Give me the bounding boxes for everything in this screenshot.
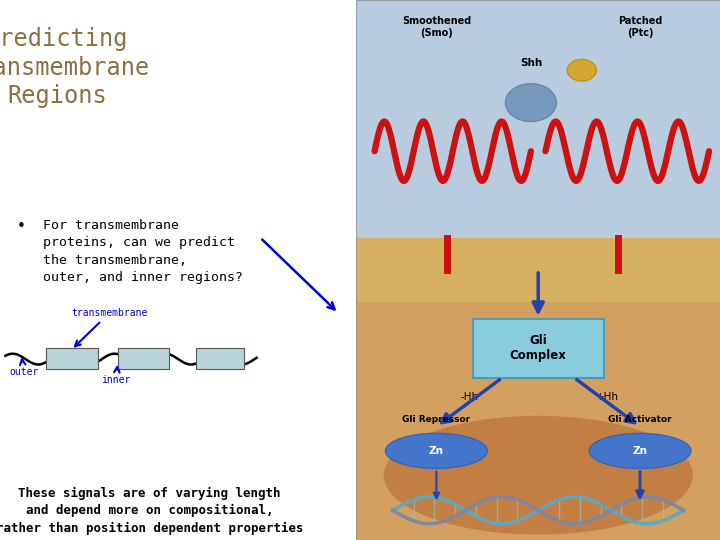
Text: +Hh: +Hh bbox=[595, 392, 618, 402]
Text: Gli Activator: Gli Activator bbox=[608, 415, 672, 424]
Bar bbox=[473, 319, 603, 378]
Text: Gli Repressor: Gli Repressor bbox=[402, 415, 470, 424]
Ellipse shape bbox=[385, 433, 487, 468]
Bar bbox=[196, 348, 244, 369]
Text: These signals are of varying length
and depend more on compositional,
rather tha: These signals are of varying length and … bbox=[0, 487, 303, 535]
Text: Smoothened
(Smo): Smoothened (Smo) bbox=[402, 16, 471, 38]
Ellipse shape bbox=[505, 84, 557, 122]
Text: Shh: Shh bbox=[520, 57, 542, 68]
Text: inner: inner bbox=[102, 367, 131, 386]
Text: •: • bbox=[17, 219, 26, 234]
Bar bbox=[356, 238, 720, 302]
Text: Zn: Zn bbox=[632, 446, 647, 456]
Text: Patched
(Ptc): Patched (Ptc) bbox=[618, 16, 662, 38]
Text: outer: outer bbox=[9, 359, 38, 377]
Bar bbox=[356, 0, 720, 297]
Ellipse shape bbox=[567, 59, 596, 81]
Bar bbox=[356, 302, 720, 540]
Ellipse shape bbox=[589, 433, 691, 468]
Text: Gli
Complex: Gli Complex bbox=[510, 334, 567, 362]
Text: Predicting
Transmembrane
Regions: Predicting Transmembrane Regions bbox=[0, 27, 150, 109]
Text: transmembrane: transmembrane bbox=[71, 308, 148, 346]
Ellipse shape bbox=[384, 416, 693, 535]
Text: For transmembrane
proteins, can we predict
the transmembrane,
outer, and inner r: For transmembrane proteins, can we predi… bbox=[42, 219, 243, 284]
Bar bbox=[46, 348, 98, 369]
Bar bbox=[117, 348, 169, 369]
Text: -Hh: -Hh bbox=[460, 392, 478, 402]
Text: Zn: Zn bbox=[429, 446, 444, 456]
